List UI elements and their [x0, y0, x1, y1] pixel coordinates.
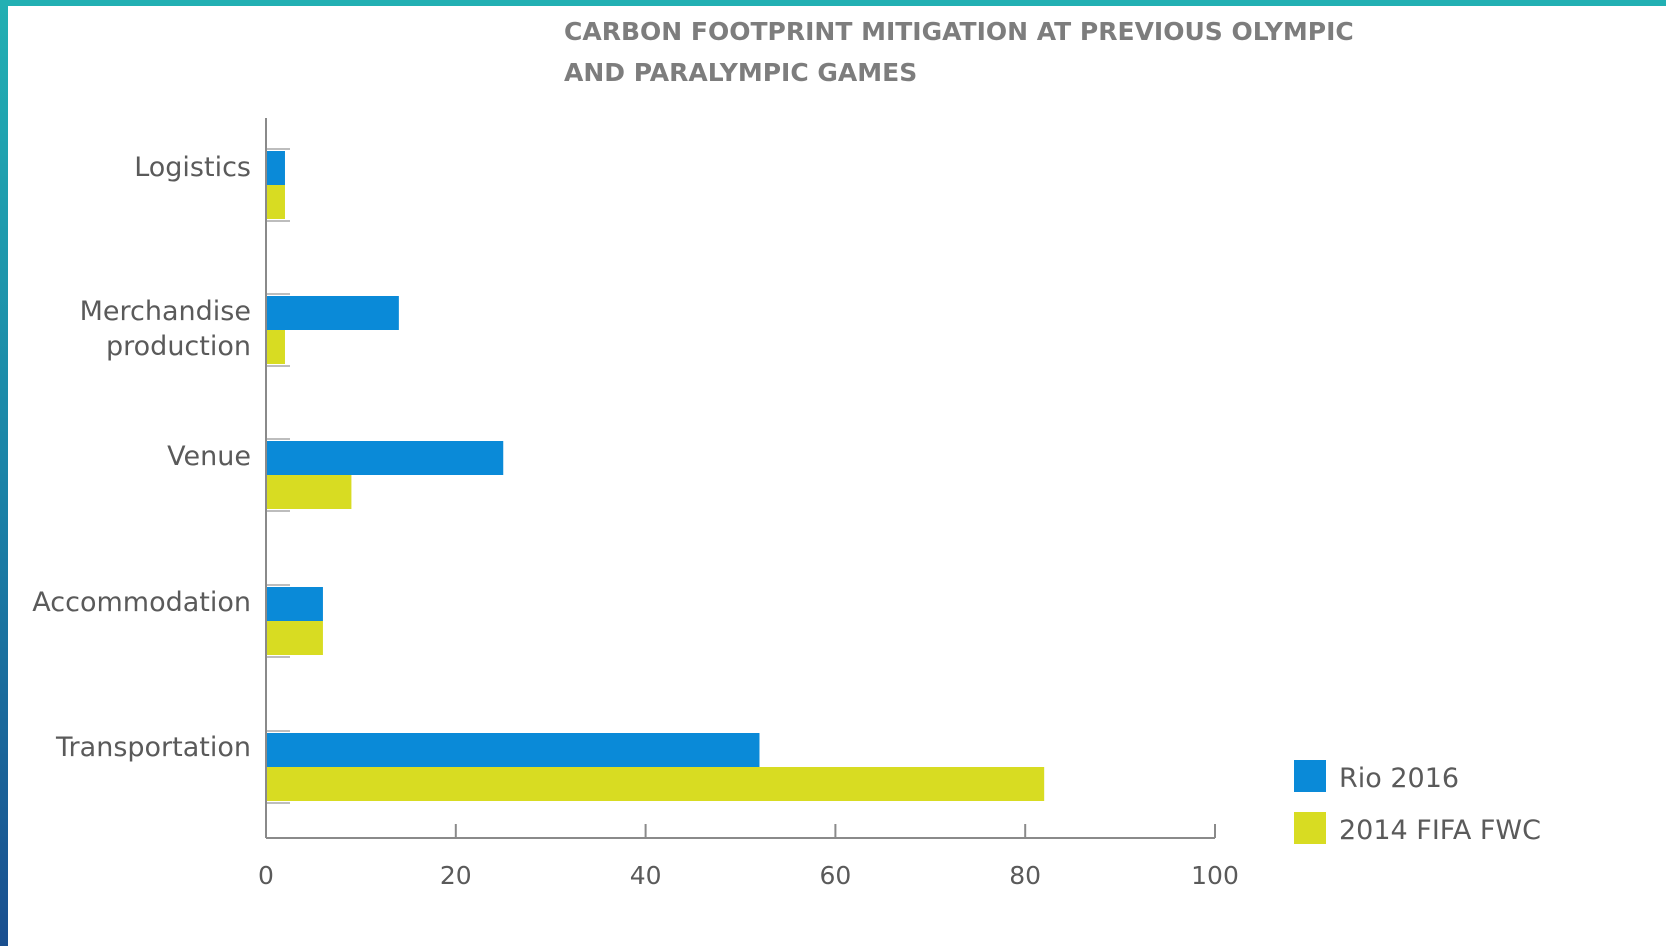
bar-rio-2016 [266, 733, 760, 767]
bar-fifa-fwc-2014 [266, 330, 285, 364]
bar-fifa-fwc-2014 [266, 185, 285, 219]
category-label: Logistics [134, 152, 251, 183]
bar-fifa-fwc-2014 [266, 475, 352, 509]
bar-rio-2016 [266, 151, 285, 185]
x-tick-label: 60 [819, 861, 851, 890]
legend-swatch [1294, 812, 1326, 844]
x-tick-label: 0 [258, 861, 274, 890]
legend: Rio 2016 2014 FIFA FWC [1294, 760, 1541, 846]
chart-title: CARBON FOOTPRINT MITIGATION AT PREVIOUS … [564, 17, 1354, 87]
chart-panel: CARBON FOOTPRINT MITIGATION AT PREVIOUS … [8, 6, 1666, 946]
bar-chart: CARBON FOOTPRINT MITIGATION AT PREVIOUS … [32, 17, 1541, 890]
x-tick-label: 40 [630, 861, 662, 890]
x-tick-labels: 0 20 40 60 80 100 [258, 861, 1239, 890]
legend-label: Rio 2016 [1339, 763, 1459, 794]
legend-label: 2014 FIFA FWC [1339, 815, 1541, 846]
bar-fifa-fwc-2014 [266, 621, 323, 655]
bar-rio-2016 [266, 296, 399, 330]
category-label: Accommodation [32, 587, 251, 618]
bars [266, 151, 1045, 801]
category-label: Transportation [55, 732, 251, 763]
bar-rio-2016 [266, 441, 504, 475]
x-tick-label: 20 [440, 861, 472, 890]
category-label: Venue [167, 441, 251, 472]
category-slot-lines [266, 148, 290, 804]
category-label: Merchandise [80, 296, 251, 327]
axes [265, 118, 1216, 839]
x-tick-label: 100 [1191, 861, 1239, 890]
bar-rio-2016 [266, 587, 323, 621]
category-label: production [106, 331, 251, 362]
legend-swatch [1294, 760, 1326, 792]
chart-title-line: AND PARALYMPIC GAMES [564, 58, 917, 87]
bar-fifa-fwc-2014 [266, 767, 1045, 801]
category-labels: Logistics Merchandise production Venue Accom… [32, 152, 251, 763]
chart-title-line: CARBON FOOTPRINT MITIGATION AT PREVIOUS … [564, 17, 1354, 46]
x-tick-label: 80 [1009, 861, 1041, 890]
